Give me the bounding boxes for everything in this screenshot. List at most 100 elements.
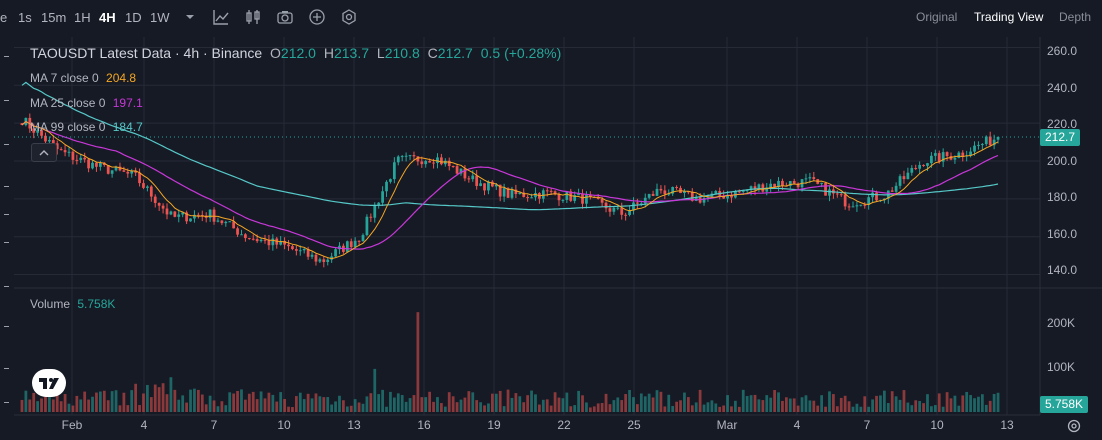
volume-bar bbox=[914, 400, 918, 412]
volume-bar bbox=[447, 392, 451, 412]
volume-bar bbox=[996, 392, 1000, 412]
volume-bar bbox=[357, 402, 361, 412]
volume-bar bbox=[879, 395, 882, 412]
view-tab-original[interactable]: Original bbox=[916, 10, 958, 24]
time-tick: Mar bbox=[716, 418, 738, 432]
volume-bar bbox=[153, 384, 157, 412]
volume-bar bbox=[259, 391, 263, 412]
candle-body bbox=[98, 162, 102, 167]
timeframe-4h[interactable]: 4H bbox=[99, 10, 116, 25]
volume-bar bbox=[839, 397, 843, 412]
candle-body bbox=[745, 190, 749, 192]
settings-icon[interactable] bbox=[340, 8, 358, 26]
change-value: 0.5 (+0.28%) bbox=[480, 45, 562, 61]
candle-body bbox=[173, 211, 177, 217]
volume-bar bbox=[800, 397, 804, 412]
volume-bar bbox=[71, 405, 75, 412]
drawing-toolbar-strip[interactable] bbox=[0, 36, 14, 440]
candle-body bbox=[122, 170, 126, 172]
volume-bar bbox=[510, 397, 514, 412]
volume-bar bbox=[369, 393, 373, 412]
volume-bar bbox=[585, 402, 588, 412]
volume-bar bbox=[365, 396, 369, 412]
timeframe-e[interactable]: e bbox=[0, 10, 8, 25]
candle-body bbox=[357, 240, 361, 242]
candle-body bbox=[671, 187, 675, 194]
candle-body bbox=[894, 185, 898, 192]
time-tick: 13 bbox=[347, 418, 361, 432]
view-tab-trading-view[interactable]: Trading View bbox=[974, 10, 1044, 24]
volume-bar bbox=[212, 400, 216, 412]
timeframe-1h[interactable]: 1H bbox=[74, 10, 91, 25]
volume-bar bbox=[44, 395, 47, 412]
view-tab-depth[interactable]: Depth bbox=[1059, 10, 1092, 24]
volume-bar bbox=[377, 394, 381, 412]
candle-body bbox=[600, 198, 604, 203]
candle-body bbox=[737, 191, 741, 193]
strip-tick bbox=[4, 56, 9, 57]
candle-body bbox=[32, 128, 36, 133]
candle-body bbox=[59, 149, 63, 151]
candle-body bbox=[859, 204, 863, 206]
candle-body bbox=[510, 189, 514, 198]
add-icon[interactable] bbox=[308, 8, 326, 26]
candle-body bbox=[941, 152, 945, 162]
volume-bar bbox=[608, 404, 612, 412]
candle-body bbox=[48, 140, 51, 142]
volume-bar bbox=[855, 403, 859, 412]
candle-body bbox=[608, 208, 612, 212]
candle-body bbox=[828, 189, 831, 196]
candle-body bbox=[244, 234, 247, 239]
chevron-down-icon[interactable] bbox=[181, 8, 199, 26]
candle-body bbox=[161, 205, 165, 209]
volume-bar bbox=[984, 404, 988, 412]
timeframe-15m[interactable]: 15m bbox=[41, 10, 67, 25]
price-tick: 200.0 bbox=[1047, 154, 1078, 168]
volume-tick: 100K bbox=[1047, 360, 1076, 374]
volume-bar bbox=[671, 406, 675, 412]
volume-bar bbox=[941, 406, 945, 412]
volume-bar bbox=[643, 396, 647, 412]
candle-body bbox=[189, 218, 192, 222]
volume-bar bbox=[808, 400, 812, 412]
candle-body bbox=[534, 193, 537, 198]
volume-bar bbox=[992, 394, 996, 412]
candle-body bbox=[102, 162, 106, 166]
volume-bar bbox=[228, 392, 232, 412]
volume-bar bbox=[792, 398, 796, 412]
timeframe-1s[interactable]: 1s bbox=[18, 10, 32, 25]
timeframe-1d[interactable]: 1D bbox=[125, 10, 142, 25]
candle-body bbox=[396, 156, 400, 163]
candle-body bbox=[44, 135, 47, 142]
volume-bar bbox=[557, 397, 561, 412]
volume-bar bbox=[126, 405, 130, 412]
volume-bar bbox=[483, 405, 486, 412]
candle-body bbox=[169, 211, 173, 215]
volume-bar bbox=[777, 392, 780, 412]
candle-body bbox=[424, 161, 428, 165]
candle-body bbox=[220, 220, 224, 224]
volume-bar bbox=[342, 400, 345, 412]
timeframe-1w[interactable]: 1W bbox=[150, 10, 170, 25]
candle-body bbox=[569, 191, 573, 201]
screenshot-icon[interactable] bbox=[276, 8, 294, 26]
volume-bar bbox=[36, 401, 40, 412]
volume-bar bbox=[902, 390, 906, 412]
volume-bar bbox=[396, 393, 400, 412]
candle-body bbox=[953, 157, 957, 160]
volume-bar bbox=[87, 399, 90, 412]
indicators-icon[interactable] bbox=[212, 8, 230, 26]
gear-icon[interactable] bbox=[1066, 418, 1082, 434]
candle-body bbox=[212, 209, 216, 222]
collapse-legend-button[interactable] bbox=[31, 143, 57, 162]
candle-body bbox=[761, 184, 765, 192]
volume-bar bbox=[890, 391, 894, 412]
tradingview-logo[interactable] bbox=[32, 369, 66, 397]
volume-bar bbox=[326, 397, 330, 412]
candle-body bbox=[306, 249, 310, 257]
candle-body bbox=[361, 235, 365, 242]
chart-type-icon[interactable] bbox=[244, 8, 262, 26]
candle-body bbox=[279, 241, 283, 245]
candle-body bbox=[318, 259, 322, 262]
